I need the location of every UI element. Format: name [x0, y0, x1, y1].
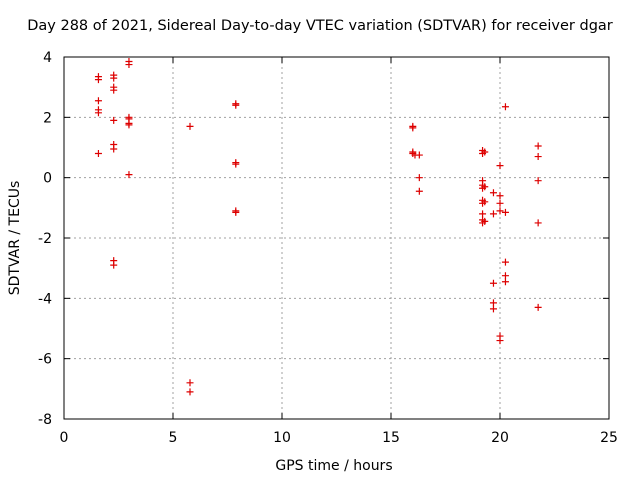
- x-tick-label: 10: [273, 430, 291, 446]
- data-point: [186, 379, 194, 387]
- data-point: [94, 109, 102, 117]
- data-point: [489, 210, 497, 218]
- data-point: [110, 116, 118, 124]
- data-point: [415, 174, 423, 182]
- x-tick-label: 5: [169, 430, 178, 446]
- data-point: [94, 76, 102, 84]
- x-tick-label: 20: [491, 430, 509, 446]
- y-tick-label: -4: [38, 291, 52, 307]
- data-points: [94, 58, 542, 396]
- data-point: [496, 162, 504, 170]
- y-tick-label: 0: [43, 171, 52, 187]
- data-point: [94, 150, 102, 158]
- data-point: [110, 74, 118, 82]
- y-tick-label: -6: [38, 352, 52, 368]
- data-point: [534, 153, 542, 161]
- data-point: [125, 61, 133, 69]
- axis-ticks: 0 5 10 15 20 25 -8 -6 -4 -2 0 2 4: [38, 50, 618, 446]
- data-point: [496, 192, 504, 200]
- data-point: [501, 278, 509, 286]
- data-point: [415, 151, 423, 159]
- data-point: [110, 145, 118, 153]
- data-point: [125, 171, 133, 179]
- data-point: [501, 103, 509, 111]
- y-tick-label: -8: [38, 412, 52, 428]
- data-point: [501, 208, 509, 216]
- data-point: [496, 199, 504, 207]
- data-point: [232, 160, 240, 168]
- data-point: [534, 142, 542, 150]
- x-tick-label: 15: [382, 430, 400, 446]
- grid: [64, 57, 609, 419]
- data-point: [186, 122, 194, 130]
- data-point: [481, 198, 489, 206]
- data-point: [501, 258, 509, 266]
- data-point: [94, 97, 102, 105]
- data-point: [481, 217, 489, 225]
- data-point: [501, 272, 509, 280]
- data-point: [496, 337, 504, 345]
- x-axis-label: GPS time / hours: [275, 458, 392, 474]
- data-point: [489, 189, 497, 197]
- data-point: [125, 121, 133, 129]
- data-point: [479, 210, 487, 218]
- data-point: [534, 177, 542, 185]
- data-point: [186, 388, 194, 396]
- data-point: [489, 279, 497, 287]
- data-point: [415, 187, 423, 195]
- data-point: [534, 303, 542, 311]
- x-tick-label: 25: [600, 430, 618, 446]
- data-point: [110, 86, 118, 94]
- data-point: [481, 183, 489, 191]
- data-point: [489, 305, 497, 313]
- y-tick-label: 4: [43, 50, 52, 66]
- data-point: [110, 261, 118, 269]
- data-point: [496, 207, 504, 215]
- y-tick-label: 2: [43, 110, 52, 126]
- data-point: [232, 208, 240, 216]
- chart-title: Day 288 of 2021, Sidereal Day-to-day VTE…: [27, 18, 613, 34]
- x-tick-label: 0: [60, 430, 69, 446]
- data-point: [481, 148, 489, 156]
- data-point: [409, 124, 417, 132]
- data-point: [489, 299, 497, 307]
- data-point: [232, 101, 240, 109]
- y-axis-label: SDTVAR / TECUs: [7, 181, 23, 296]
- data-point: [534, 219, 542, 227]
- y-tick-label: -2: [38, 231, 52, 247]
